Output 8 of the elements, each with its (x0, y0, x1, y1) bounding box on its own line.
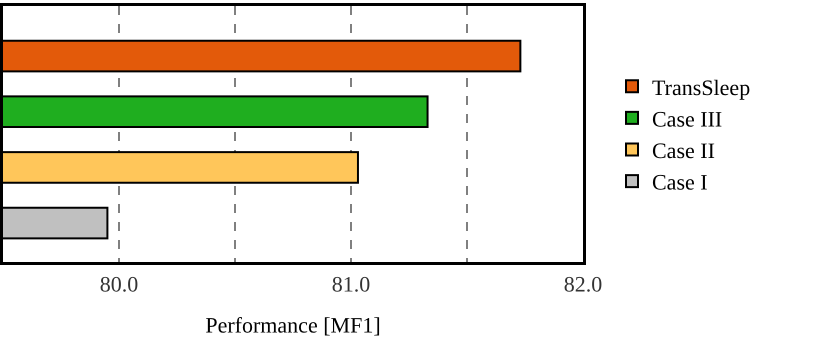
x-tick-label: 81.0 (332, 271, 370, 296)
legend-label: Case I (652, 170, 708, 195)
x-tick-label: 82.0 (564, 271, 602, 296)
x-tick-label: 80.0 (100, 271, 138, 296)
legend-label: Case II (652, 138, 715, 164)
legend-label: Case III (652, 106, 722, 132)
x-axis-title: Performance [MF1] (205, 312, 381, 338)
legend-label: TransSleep (652, 74, 750, 100)
